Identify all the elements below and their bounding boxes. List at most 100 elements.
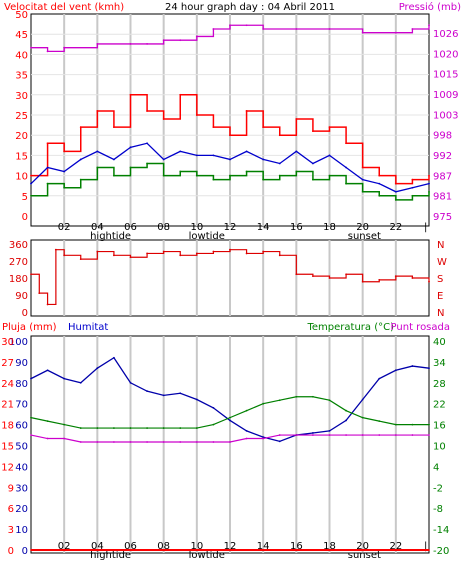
wind-y-tick: 30 xyxy=(15,91,28,102)
wind-y-tick: 20 xyxy=(15,131,28,142)
direction-line-point xyxy=(113,254,115,257)
temperature-line-point xyxy=(245,409,248,412)
dewpoint-line-point xyxy=(245,437,248,440)
pressure-y-tick: 981 xyxy=(433,192,452,203)
humidity-line-point xyxy=(179,392,182,395)
wind_avg-line-point xyxy=(195,154,198,157)
gust-line-point xyxy=(96,110,99,112)
wind_avg-line-point xyxy=(63,170,66,173)
dewpoint-line-point xyxy=(328,434,331,436)
direction-line-point xyxy=(146,252,148,255)
dewpoint-line-point xyxy=(229,441,231,443)
direction-y-tick: 90 xyxy=(15,291,28,302)
gust-line-point xyxy=(245,110,248,112)
wind_low-line-point xyxy=(229,174,231,177)
dewpoint-line-point xyxy=(162,441,165,443)
temperature-line-point xyxy=(411,423,414,426)
humidity-y-tick: 90 xyxy=(15,358,28,369)
dewpoint-line-point xyxy=(113,441,115,443)
rain-line-point xyxy=(30,549,32,551)
direction-line-point xyxy=(212,250,215,253)
temperature-line-point xyxy=(79,427,82,429)
humidity-y-tick: 70 xyxy=(15,400,28,411)
direction-line-point xyxy=(411,277,414,279)
wind_avg-line-point xyxy=(411,186,414,189)
wind_avg-line-point xyxy=(79,158,82,161)
wind_low-line-point xyxy=(262,178,265,181)
rain-y-tick: 0 xyxy=(8,546,14,557)
direction-line-point xyxy=(38,292,41,295)
wind_low-line-point xyxy=(179,170,182,173)
x-tick-label: 04 xyxy=(91,222,104,233)
humidity-y-tick: 100 xyxy=(9,337,28,348)
direction-compass-label: N xyxy=(437,240,444,251)
wind_low-line-point xyxy=(96,166,99,169)
x-tick-label: 12 xyxy=(224,541,237,552)
gust-line-point xyxy=(46,142,49,145)
pressure-y-tick: 987 xyxy=(433,171,452,182)
dewpoint-line-point xyxy=(295,434,298,436)
humidity-line-point xyxy=(328,429,331,432)
x-tick-label: 16 xyxy=(290,222,303,233)
rain-axis-label: Pluja (mm) xyxy=(2,322,57,333)
x-tick-label: | xyxy=(424,222,427,233)
wind-y-tick: 50 xyxy=(15,10,28,21)
wind_low-line-point xyxy=(361,190,364,193)
direction-line-point xyxy=(361,280,364,283)
direction-line-point xyxy=(295,273,298,276)
dewpoint-line-point xyxy=(262,437,265,440)
gust-line-point xyxy=(63,150,66,153)
pressure-y-tick: 975 xyxy=(433,212,452,223)
temperature-y-tick: -2 xyxy=(433,483,443,494)
wind_avg-line-point xyxy=(30,182,32,185)
direction-line-point xyxy=(79,258,82,261)
humidity-line-point xyxy=(113,356,115,359)
gust-line-point xyxy=(345,142,347,145)
temperature-line-point xyxy=(179,427,182,429)
gust-line-point xyxy=(278,134,281,137)
pressure-y-tick: 992 xyxy=(433,151,452,162)
humidity-line-point xyxy=(146,390,148,393)
dewpoint-line-point xyxy=(378,434,381,436)
wind_low-line-point xyxy=(345,182,347,185)
temperature-line-point xyxy=(46,420,49,423)
pressure-line-point xyxy=(46,50,49,53)
humidity-y-tick: 0 xyxy=(22,546,28,557)
temperature-y-tick: 22 xyxy=(433,400,446,411)
dewpoint-line-point xyxy=(79,441,82,443)
direction-line-point xyxy=(378,278,381,281)
humidity-y-tick: 40 xyxy=(15,462,28,473)
gust-line-point xyxy=(428,174,430,177)
gust-line-point xyxy=(162,118,165,120)
x-tick-label: 02 xyxy=(58,541,71,552)
rain-y-tick: 3 xyxy=(8,525,14,536)
temperature-line-point xyxy=(295,395,298,398)
direction-line-point xyxy=(179,254,182,257)
x-tick-label: 22 xyxy=(389,222,402,233)
gust-line-point xyxy=(129,93,132,96)
dewpoint-line-point xyxy=(212,441,215,443)
wind_low-line-point xyxy=(378,194,381,197)
x-annotation-hightide: hightide xyxy=(90,550,131,561)
humidity-line-point xyxy=(428,367,430,370)
pressure-line-point xyxy=(129,43,132,45)
x-tick-label: 08 xyxy=(157,541,170,552)
x-tick-label: 14 xyxy=(257,541,270,552)
x-tick-label: 16 xyxy=(290,541,303,552)
dewpoint-line-point xyxy=(361,434,364,436)
temperature-line-point xyxy=(162,427,165,429)
wind_low-line-point xyxy=(195,174,198,177)
humidity-line-point xyxy=(312,432,314,434)
gust-line-point xyxy=(179,93,182,96)
humidity-y-tick: 80 xyxy=(15,379,28,390)
wind_avg-line-point xyxy=(245,150,248,153)
wind-y-tick: 15 xyxy=(15,151,28,162)
rain-y-tick: 12 xyxy=(1,462,14,473)
dewpoint-line-point xyxy=(179,441,182,443)
wind_low-line-point xyxy=(278,174,281,177)
direction-line-point xyxy=(54,248,57,251)
gust-line-point xyxy=(328,126,331,129)
temperature-y-tick: 40 xyxy=(433,337,446,348)
dewpoint-line-point xyxy=(46,437,49,440)
rain-line-point xyxy=(428,549,430,551)
